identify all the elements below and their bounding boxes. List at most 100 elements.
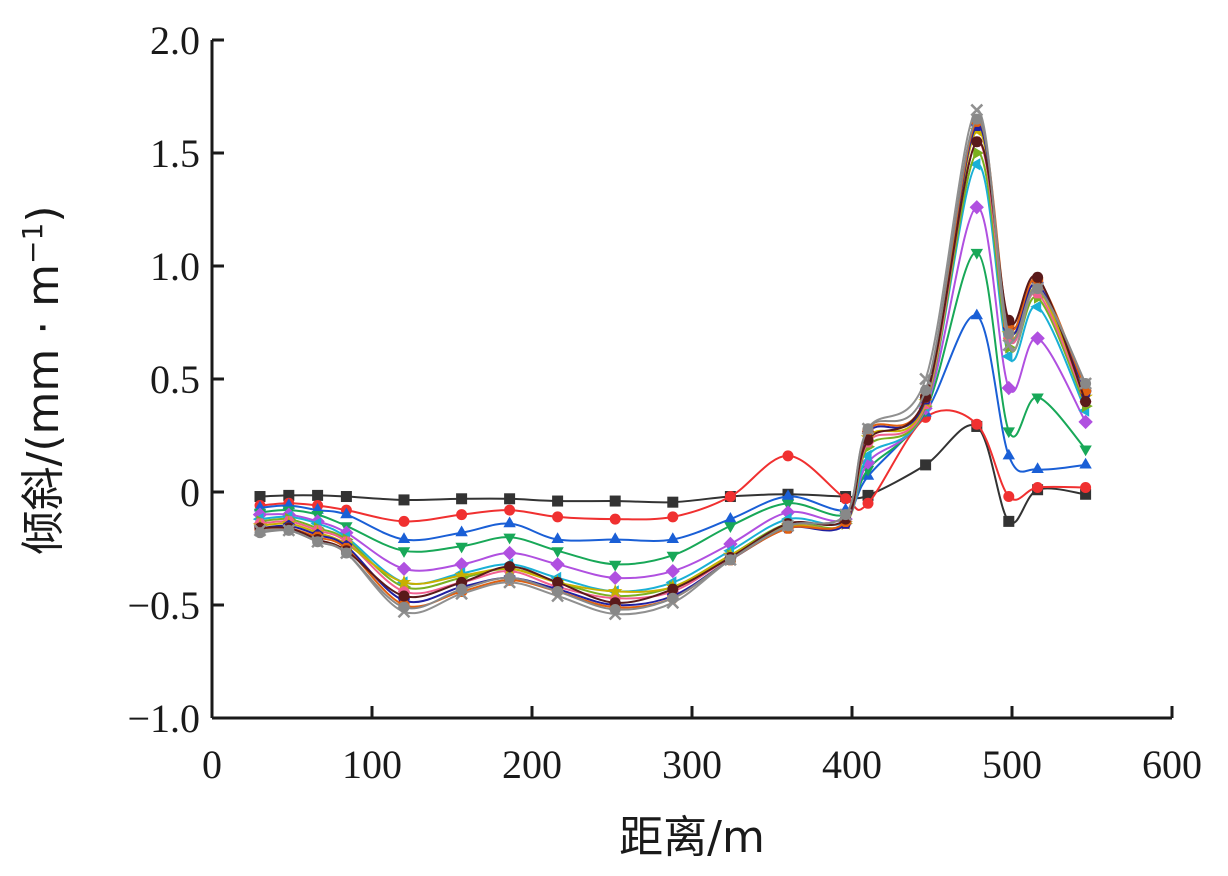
y-axis-title-main: 倾斜/(mm · m	[18, 264, 69, 555]
y-axis-title: 倾斜/(mm · m−1)	[16, 206, 69, 555]
y-tick-label: 0	[180, 470, 200, 515]
series-5-point-516	[1030, 331, 1045, 346]
series-1-point-30	[254, 491, 266, 503]
y-axis-title-superscript: −1	[16, 223, 49, 264]
series-4-point-360	[781, 499, 795, 511]
series-14-point-288	[667, 592, 679, 604]
series-3-point-48	[282, 498, 295, 510]
series-14-point-252	[609, 604, 621, 616]
series-3-point-498	[1002, 448, 1015, 460]
series-4-point-120	[397, 547, 411, 558]
y-tick-label: 0.5	[150, 357, 200, 402]
series-5-point-324	[723, 536, 738, 552]
series-5-point-546	[1078, 414, 1093, 430]
series-1-point-186	[504, 493, 516, 505]
series-1-point-120	[398, 494, 410, 506]
series-1-point-156	[456, 493, 468, 505]
series-4-point-216	[551, 547, 564, 558]
series-5-point-252	[608, 570, 623, 585]
series-5-point-186	[502, 545, 517, 561]
series-3-point-516	[1031, 462, 1044, 473]
series-series-14	[254, 113, 1092, 616]
x-tick-label: 100	[342, 742, 402, 787]
series-5-point-156	[454, 557, 469, 572]
series-4-point-546	[1079, 445, 1092, 457]
series-14-point-30	[254, 527, 266, 539]
series-12-point-216	[552, 576, 564, 588]
series-1-point-446	[920, 459, 932, 471]
series-3-point-84	[340, 507, 353, 519]
series-6-point-498	[1001, 350, 1013, 363]
series-3-point-478	[970, 308, 983, 320]
series-4-point-478	[970, 248, 983, 260]
y-tick-label: 2.0	[150, 18, 200, 63]
series-14-point-446	[920, 384, 932, 396]
series-3-point-30	[253, 500, 267, 512]
x-tick-label: 0	[202, 742, 222, 787]
y-tick-label: −1.0	[127, 696, 200, 741]
series-2-point-546	[1080, 481, 1092, 493]
series-3-point-156	[455, 525, 468, 537]
series-6-line	[259, 163, 1087, 593]
series-14-point-498	[1003, 328, 1015, 340]
series-7-point-478	[973, 146, 984, 160]
series-1-point-84	[340, 491, 352, 503]
series-14-point-546	[1080, 378, 1092, 390]
series-5-point-120	[396, 561, 412, 576]
series-5-point-360	[780, 505, 796, 520]
series-4-point-252	[609, 560, 622, 572]
series-1-point-498	[1003, 515, 1015, 527]
series-4-point-288	[666, 551, 679, 563]
series-14-point-120	[398, 601, 410, 613]
series-2-point-120	[398, 515, 410, 527]
series-2-point-252	[609, 513, 621, 525]
series-12-point-516	[1032, 271, 1044, 283]
series-2-point-516	[1032, 481, 1044, 493]
series-2-point-288	[667, 511, 679, 523]
series-12-point-186	[504, 561, 516, 573]
series-1-point-546	[1080, 488, 1092, 500]
tick-layer: 0 100 200 300 400 500 600 −1.0 −0.5 0 0.5 1.0 1.5 2.0	[127, 18, 1202, 787]
series-layer	[252, 103, 1093, 621]
series-12-point-546	[1080, 396, 1092, 408]
series-3-point-546	[1079, 457, 1092, 469]
series-13-point-498	[1002, 338, 1016, 352]
series-14-line	[259, 118, 1087, 611]
series-9-point-156	[454, 567, 469, 582]
series-13-point-478	[970, 103, 984, 117]
series-1-point-66	[312, 489, 324, 501]
series-4-point-186	[503, 533, 516, 545]
series-5-point-498	[1001, 380, 1016, 396]
series-1-point-252	[609, 495, 621, 507]
series-12-point-478	[971, 136, 983, 148]
x-tick-label: 600	[1142, 742, 1202, 787]
y-axis-title-close: )	[18, 206, 69, 223]
y-tick-label: −0.5	[127, 583, 200, 628]
series-1-point-288	[667, 496, 679, 508]
series-9-point-252	[607, 583, 623, 598]
series-12-point-288	[667, 583, 679, 595]
y-tick-label: 1.5	[150, 131, 200, 176]
series-14-point-324	[724, 554, 736, 566]
series-14-point-360	[782, 520, 794, 532]
series-2-point-396	[840, 493, 852, 505]
series-14-point-66	[312, 536, 324, 548]
x-tick-label: 300	[662, 742, 722, 787]
series-2-point-410	[862, 497, 874, 509]
series-12-point-410	[862, 434, 874, 446]
series-3-point-186	[503, 516, 516, 528]
series-3-point-252	[609, 532, 622, 543]
series-14-point-216	[552, 585, 564, 597]
series-14-point-156	[456, 583, 468, 595]
series-3-line	[259, 314, 1086, 542]
series-14-point-478	[971, 113, 983, 125]
x-tick-label: 200	[502, 742, 562, 787]
series-6-point-516	[1030, 300, 1042, 313]
series-6-point-478	[969, 158, 981, 171]
series-2-point-360	[782, 450, 794, 462]
series-3-point-216	[551, 532, 564, 543]
series-3-point-360	[781, 489, 795, 501]
series-14-point-396	[840, 509, 852, 521]
